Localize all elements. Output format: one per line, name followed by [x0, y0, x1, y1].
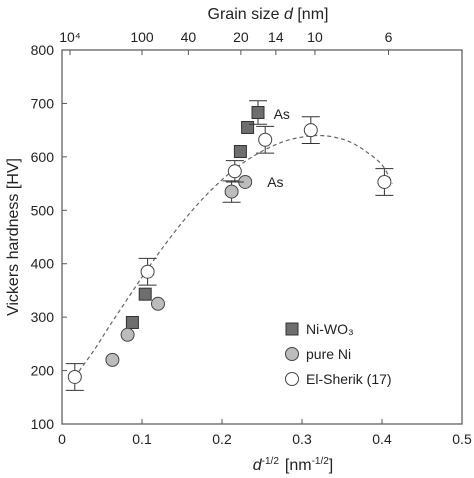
y-tick-label: 100: [31, 416, 55, 432]
annotation-label: As: [274, 106, 290, 122]
axis-ticks: [61, 49, 463, 425]
point-series-2-4: [303, 123, 318, 138]
y-tick-label: 400: [31, 256, 55, 272]
top-tick-label: 20: [233, 29, 249, 45]
legend-marker-2: [285, 372, 299, 386]
legend-label: pure Ni: [306, 346, 351, 362]
x-tick-label: 0.2: [212, 431, 232, 447]
x-tick-label: 0.3: [292, 431, 312, 447]
point-series-2-2: [227, 164, 242, 179]
y-tick-label: 800: [31, 42, 55, 58]
point-series-2-3: [258, 132, 273, 147]
point-series-0-1: [138, 287, 152, 301]
legend-marker-1: [285, 347, 299, 361]
y-axis-title: Vickers hardness [HV]: [5, 158, 22, 316]
legend-marker-0: [285, 322, 299, 336]
x-axis-title: d-1/2 [nm-1/2]: [253, 456, 334, 474]
point-series-0-3: [241, 120, 255, 134]
point-series-1-3: [224, 184, 239, 199]
top-tick-label: 100: [130, 29, 154, 45]
point-series-0-4: [251, 106, 265, 120]
legend-label: Ni-WO₃: [306, 321, 354, 337]
y-tick-label: 500: [31, 202, 55, 218]
x-tick-label: 0.1: [132, 431, 152, 447]
tick-labels: 0 0.1 0.2 0.3 0.4 0.5 100 200 300 400 500 600 700 800…: [31, 29, 472, 447]
x-tick-label: 0.4: [372, 431, 392, 447]
y-tick-label: 300: [31, 309, 55, 325]
annotation-label: As: [267, 174, 283, 190]
point-series-0-2: [233, 145, 247, 159]
plot-frame: [61, 49, 463, 425]
point-series-2-1: [140, 264, 155, 279]
top-axis-title: Grain size d [nm]: [208, 6, 329, 23]
y-tick-label: 200: [31, 363, 55, 379]
data-marks: [65, 100, 394, 391]
point-series-2-0: [67, 369, 82, 384]
top-tick-label: 10⁴: [59, 29, 81, 45]
legend: Ni-WO₃ pure Ni El-Sherik (17): [285, 321, 392, 387]
annotations: As As: [267, 106, 290, 190]
point-series-1-0: [105, 352, 120, 367]
y-tick-label: 700: [31, 95, 55, 111]
point-series-2-5: [377, 174, 392, 189]
legend-label: El-Sherik (17): [306, 371, 392, 387]
top-tick-label: 40: [181, 29, 197, 45]
point-series-1-1: [120, 327, 135, 342]
point-series-1-2: [151, 296, 165, 311]
x-tick-label: 0.5: [452, 431, 472, 447]
top-tick-label: 6: [385, 29, 393, 45]
x-tick-label: 0: [58, 431, 66, 447]
point-series-0-0: [125, 315, 139, 329]
top-tick-label: 10: [307, 29, 323, 45]
y-tick-label: 600: [31, 149, 55, 165]
top-tick-label: 14: [268, 29, 284, 45]
